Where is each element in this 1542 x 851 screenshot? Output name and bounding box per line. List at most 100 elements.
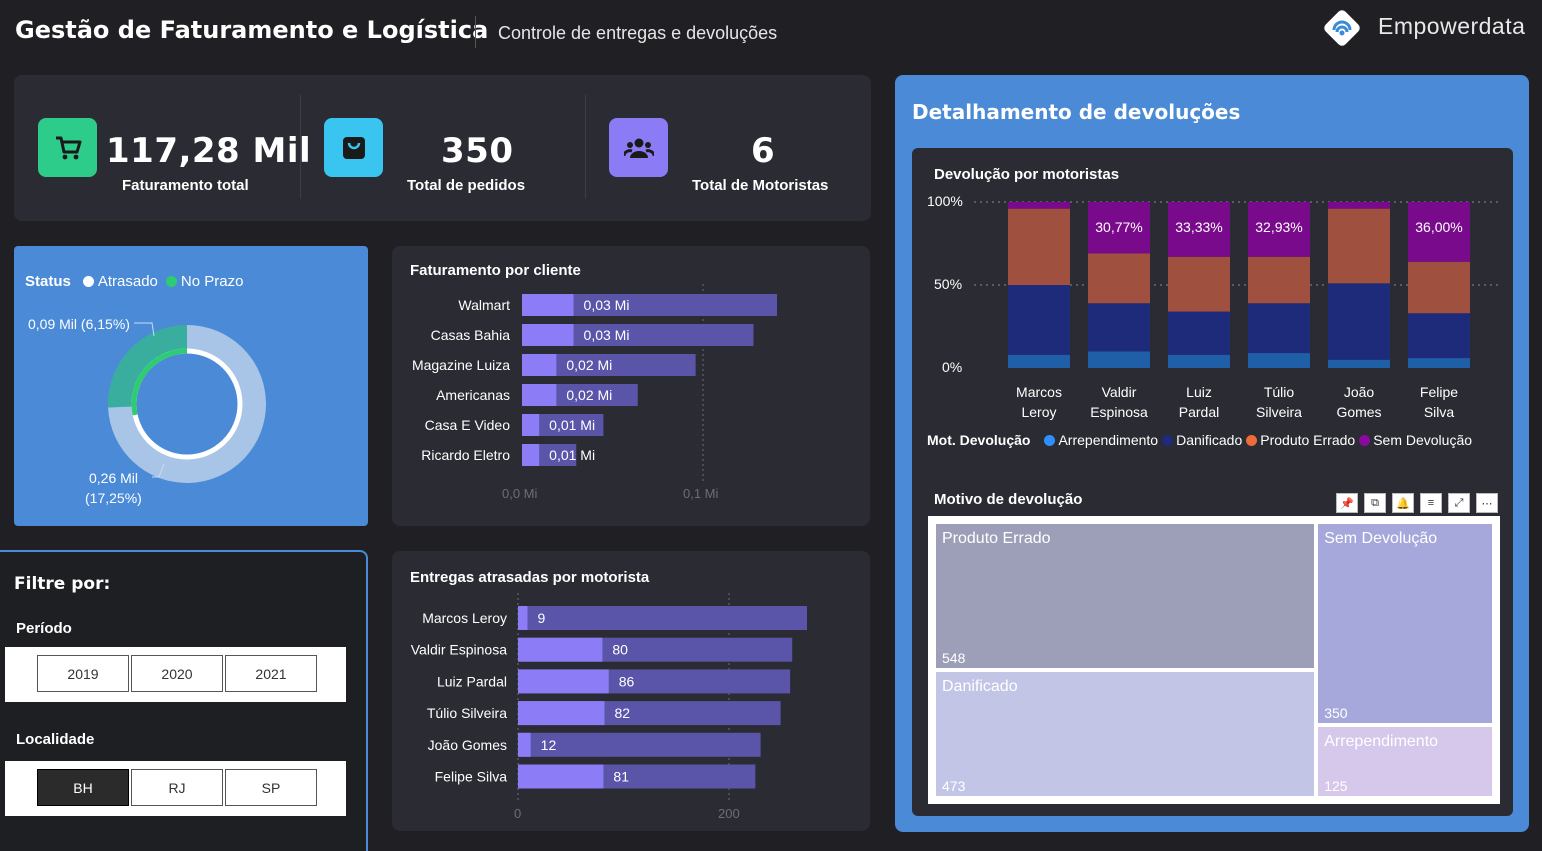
stacked-category-label: Túlio [1264, 384, 1295, 400]
status-legend-title: Status [25, 273, 71, 290]
page-subtitle: Controle de entregas e devoluções [498, 23, 778, 43]
legend-item[interactable]: Arrependimento [1058, 432, 1159, 448]
stacked-category-label: Felipe [1420, 384, 1458, 400]
location-title: Localidade [16, 731, 95, 748]
bar-value [518, 701, 605, 726]
pin-icon[interactable]: 📌 [1336, 493, 1358, 513]
period-2021-button[interactable]: 2021 [225, 655, 317, 692]
brand-logo [1318, 4, 1366, 52]
location-slicer: BH RJ SP [5, 761, 346, 816]
status-legend: Status Atrasado No Prazo [25, 273, 243, 290]
period-2019-button[interactable]: 2019 [37, 655, 129, 692]
fat-cliente-title: Faturamento por cliente [410, 262, 581, 279]
donut-label-atrasado-value: 0,26 Mil [89, 470, 139, 486]
stacked-segment-danificado [1328, 283, 1390, 360]
period-2020-button[interactable]: 2020 [131, 655, 223, 692]
treemap-cell-produto-errado[interactable]: Produto Errado 548 [934, 522, 1317, 671]
stacked-segment-produto-errado [1008, 208, 1070, 285]
legend-item[interactable]: Danificado [1176, 432, 1243, 448]
devolucoes-panel: Detalhamento de devoluções Devolução por… [895, 75, 1529, 832]
filter-icon[interactable]: ≡ [1420, 493, 1442, 513]
legend-atrasado[interactable]: Atrasado [97, 273, 158, 290]
stacked-segment-danificado [1168, 311, 1230, 355]
treemap-cell-danificado[interactable]: Danificado 473 [934, 670, 1317, 798]
stacked-segment-sem-devolução [1248, 202, 1310, 257]
stacked-segment-arrependimento [1088, 351, 1150, 368]
location-bh-button[interactable]: BH [37, 769, 129, 806]
stacked-segment-sem-devolução [1328, 202, 1390, 209]
entregas-chart[interactable]: Marcos Leroy 9 Valdir Espinosa 80 Luiz Parda… [392, 551, 870, 831]
bar-value [522, 414, 540, 436]
more-options-icon[interactable]: ⋯ [1476, 493, 1498, 513]
legend-item[interactable]: Sem Devolução [1373, 432, 1473, 448]
location-rj-button[interactable]: RJ [131, 769, 223, 806]
bar-category-label: Casas Bahia [431, 327, 511, 343]
kpi-orders-label: Total de pedidos [407, 177, 526, 194]
treemap: Produto Errado 548 Danificado 473 Sem Devolu… [928, 516, 1500, 804]
stacked-segment-produto-errado [1408, 261, 1470, 314]
visual-toolbar: 📌 ⧉ 🔔 ≡ ⤢ ⋯ [1336, 493, 1498, 513]
fat-cliente-chart[interactable]: Walmart 0,03 Mi Casas Bahia 0,03 Mi Magazine… [392, 246, 870, 526]
stacked-segment-arrependimento [1248, 353, 1310, 368]
stacked-data-label: 36,00% [1415, 219, 1462, 235]
bar-background [522, 324, 754, 346]
bar-data-label: 0,01 Mi [549, 417, 595, 433]
stacked-category-label: Luiz [1186, 384, 1212, 400]
kpi-billing-value: 117,28 Mil [106, 131, 312, 171]
donut-label-atrasado-pct: (17,25%) [85, 490, 142, 506]
bar-data-label: 0,01 Mi [549, 447, 595, 463]
y-tick-100: 100% [927, 193, 963, 209]
stacked-segment-sem-devolução [1408, 202, 1470, 262]
bar-value [522, 294, 574, 316]
stacked-segment-produto-errado [1328, 208, 1390, 284]
devolucoes-inner: Devolução por motoristas Marcos Leroy 30,7… [912, 148, 1513, 816]
bell-icon[interactable]: 🔔 [1392, 493, 1414, 513]
bar-background [518, 606, 807, 630]
kpi-orders-icon-box [324, 118, 383, 177]
kpi-divider [585, 95, 586, 199]
status-donut-chart[interactable] [14, 246, 368, 526]
stacked-category-label: João [1344, 384, 1375, 400]
bar-background [522, 294, 777, 316]
treemap-cell-sem-devolucao[interactable]: Sem Devolução 350 [1316, 522, 1494, 726]
stacked-segment-sem-devolução [1168, 202, 1230, 257]
bar-value [522, 324, 574, 346]
kpi-billing-icon-box [38, 118, 97, 177]
legend-no-prazo[interactable]: No Prazo [180, 273, 244, 290]
bar-value [518, 637, 603, 662]
stacked-segment-sem-devolução [1008, 202, 1070, 209]
y-tick-50: 50% [934, 276, 963, 292]
bar-category-label: Túlio Silveira [427, 705, 507, 721]
legend-item[interactable]: Produto Errado [1260, 432, 1356, 448]
entregas-axis-label-0: 0 [514, 806, 522, 821]
stacked-segment-arrependimento [1008, 354, 1070, 368]
stacked-segment-danificado [1008, 285, 1070, 355]
stacked-segment-produto-errado [1088, 253, 1150, 304]
fat-axis-label-0: 0,0 Mi [502, 486, 538, 501]
stacked-legend-title: Mot. Devolução [927, 432, 1031, 448]
donut-slice-atrasado [108, 325, 266, 483]
copy-icon[interactable]: ⧉ [1364, 493, 1386, 513]
legend-dot [1162, 434, 1174, 446]
treemap-cell-arrependimento[interactable]: Arrependimento 125 [1316, 725, 1494, 798]
bar-value [522, 384, 557, 406]
kpi-drivers-icon-box [609, 118, 668, 177]
treemap-label: Arrependimento [1324, 733, 1439, 751]
focus-mode-icon[interactable]: ⤢ [1448, 493, 1470, 513]
empowerdata-logo-icon [1324, 10, 1360, 46]
bar-category-label: Marcos Leroy [422, 610, 507, 626]
stacked-category-label: Gomes [1336, 404, 1381, 420]
bar-value [522, 354, 557, 376]
devolucao-stacked-chart[interactable]: Marcos Leroy 30,77% Valdir Espinosa 33,33% Lui… [912, 148, 1513, 478]
stacked-segment-danificado [1408, 313, 1470, 359]
bar-category-label: Walmart [458, 297, 510, 313]
fat-axis-label-1: 0,1 Mi [683, 486, 719, 501]
treemap-value: 473 [942, 777, 966, 794]
bar-data-label: 80 [612, 642, 628, 658]
brand-name: Empowerdata [1378, 13, 1526, 39]
kpi-divider [300, 95, 301, 199]
bar-background [518, 732, 761, 757]
location-sp-button[interactable]: SP [225, 769, 317, 806]
treemap-value: 125 [1324, 777, 1348, 794]
bar-category-label: Casa E Video [425, 417, 511, 433]
